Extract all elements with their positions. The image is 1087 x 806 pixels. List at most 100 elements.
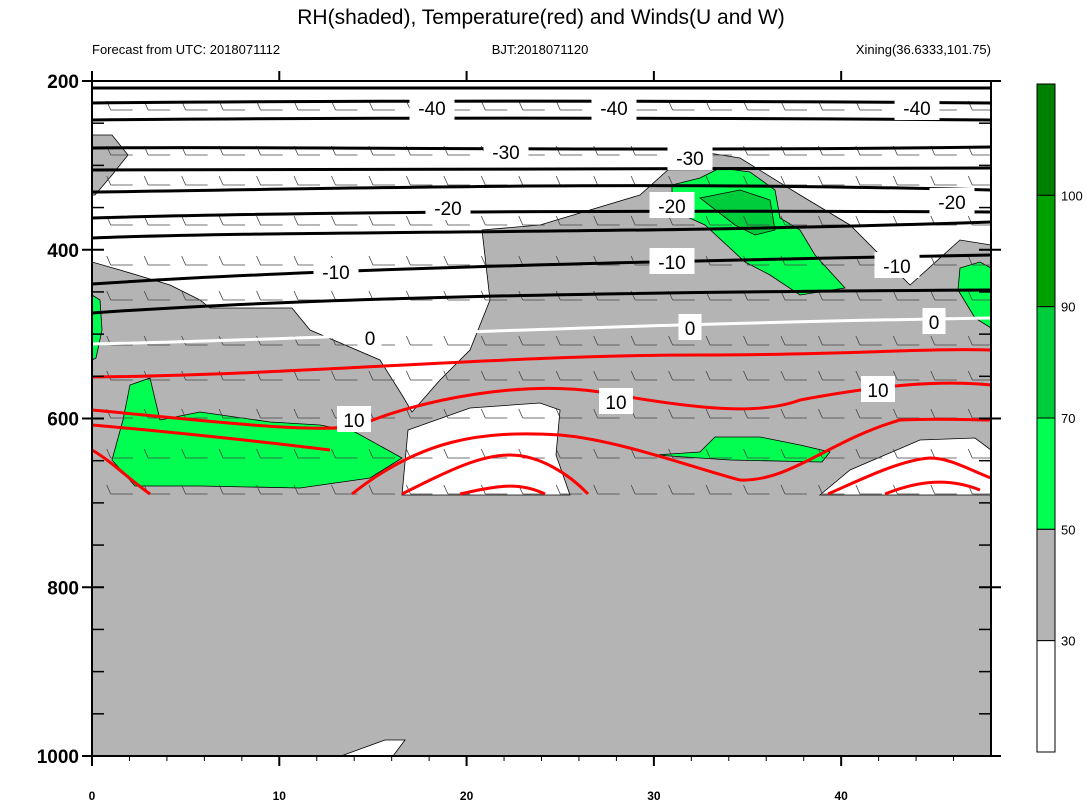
wind-barb-flag <box>780 448 786 459</box>
wind-barb-flag <box>181 215 187 226</box>
wind-barb-flag <box>555 215 561 226</box>
y-tick-label: 800 <box>47 578 79 599</box>
wind-barb-flag <box>518 408 524 419</box>
wind-barb-flag <box>930 484 936 495</box>
contour-label: -20 <box>649 192 695 218</box>
wind-barb-flag <box>855 335 861 346</box>
wind-barb-flag <box>406 255 411 266</box>
x-tick-label: 10 <box>273 789 287 803</box>
colorbar-swatch <box>1036 83 1056 196</box>
wind-barb-flag <box>406 215 411 226</box>
wind-barb-flag <box>218 408 224 419</box>
contour-label: 10 <box>599 388 633 414</box>
wind-barb-flag <box>855 215 861 226</box>
contour-label-bg <box>874 252 920 278</box>
wind-barb-flag <box>293 448 299 459</box>
wind-barb-flag <box>780 484 786 495</box>
contour-label-text: -20 <box>434 199 461 220</box>
wind-barb-flag <box>630 215 636 226</box>
wind-barb-flag <box>705 370 711 381</box>
contour-label: 0 <box>358 324 382 350</box>
contour-neg40-c <box>92 116 991 122</box>
x-tick-label: 30 <box>647 789 661 803</box>
wind-barb-flag <box>593 215 599 226</box>
wind-barb-flag <box>818 175 823 186</box>
contour-0 <box>92 316 991 346</box>
contour-label: -20 <box>929 188 975 214</box>
y-tick-label: 400 <box>47 241 79 262</box>
contour-neg10-c <box>92 288 991 315</box>
x-tick-label: 40 <box>834 789 848 803</box>
wind-barb-flag <box>218 290 224 301</box>
contour-label: -10 <box>313 258 359 284</box>
contour-label-bg <box>861 376 895 402</box>
wind-barb-flag <box>218 255 224 266</box>
wind-barb-flag <box>780 215 786 226</box>
wind-barb-flag <box>705 408 711 419</box>
contour-neg10-b <box>92 253 991 286</box>
wind-barb-flag <box>480 175 486 186</box>
wind-barb-flag <box>855 175 861 186</box>
contour-label-text: -10 <box>883 257 910 278</box>
wind-barb-flag <box>218 175 224 186</box>
wind-barb-flag <box>256 408 261 419</box>
colorbar-swatch <box>1036 194 1056 308</box>
contour-label: 0 <box>678 314 702 340</box>
contour-neg20-b <box>92 209 991 220</box>
wind-barb-flag <box>892 335 898 346</box>
wind-barb-flag <box>518 175 524 186</box>
wind-barb-flag <box>630 448 636 459</box>
contour-label-text: -30 <box>492 143 519 164</box>
wind-barb-flag <box>406 335 411 346</box>
wind-barb-flag <box>780 370 786 381</box>
contour-label-text: 0 <box>365 329 376 350</box>
colorbar: 30 50 70 90 100 <box>1036 83 1083 753</box>
contour-neg30-a <box>92 145 991 151</box>
wind-barb-flag <box>930 290 936 301</box>
contour-label-text: -40 <box>418 99 445 120</box>
contour-label-bg <box>667 144 713 170</box>
wind-barb-flag <box>892 448 898 459</box>
wind-barb-flag <box>480 408 486 419</box>
wind-barb-flag <box>818 408 823 419</box>
contour-label-bg <box>929 188 975 214</box>
wind-barb-flag <box>967 175 973 186</box>
wind-barb-flag <box>668 370 673 381</box>
wind-barb-flag <box>743 408 748 419</box>
contour-label-text: -30 <box>676 149 703 170</box>
wind-barb-flag <box>106 175 112 186</box>
wind-barb-flag <box>743 215 748 226</box>
wind-barb-flag <box>518 215 524 226</box>
colorbar-swatch <box>1036 640 1056 753</box>
wind-barb-flag <box>892 175 898 186</box>
contour-label: 10 <box>861 376 895 402</box>
wind-barb-flag <box>930 335 936 346</box>
contour-label-text: 10 <box>605 393 626 414</box>
contour-neg30-b <box>92 166 991 172</box>
wind-barb-flag <box>555 408 561 419</box>
chart-title: RH(shaded), Temperature(red) and Winds(U… <box>297 6 784 29</box>
wind-barb-flag <box>331 370 336 381</box>
contour-label: 10 <box>337 406 371 432</box>
bjt-subtitle: BJT:2018071120 <box>492 42 589 57</box>
contour-label-text: -40 <box>903 99 930 120</box>
contour-label-text: 0 <box>929 313 940 334</box>
wind-barb-flag <box>406 370 411 381</box>
contour-label-text: -10 <box>658 253 685 274</box>
contour-label-text: 10 <box>867 381 888 402</box>
contour-10-c <box>92 417 991 496</box>
wind-barb-flag <box>331 175 336 186</box>
colorbar-label: 70 <box>1061 411 1075 426</box>
contour-10-b <box>92 381 991 430</box>
wind-barb-flag <box>855 484 861 495</box>
colorbar-label: 100 <box>1061 188 1083 203</box>
wind-barb-flag <box>181 290 187 301</box>
wind-barb-flag <box>967 290 973 301</box>
contour-label: 0 <box>922 308 946 334</box>
contour-label-text: 0 <box>685 319 696 340</box>
contour-label-bg <box>409 94 455 120</box>
wind-barb-flag <box>967 335 973 346</box>
wind-barb-flag <box>181 175 187 186</box>
x-tick-label: 20 <box>460 789 474 803</box>
